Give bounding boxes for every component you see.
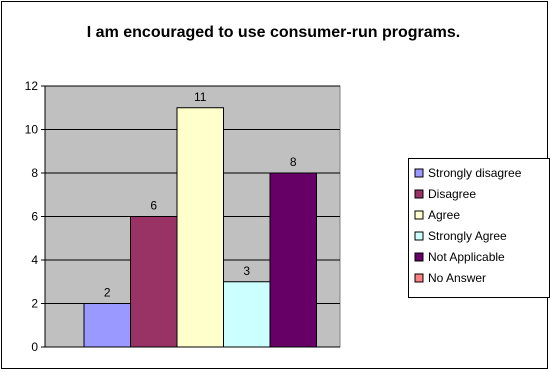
- legend-swatch: [414, 273, 424, 283]
- data-label: 11: [194, 90, 207, 104]
- data-label: 2: [104, 286, 111, 300]
- legend-label: No Answer: [428, 271, 486, 285]
- y-tick-label: 4: [31, 253, 38, 267]
- legend-swatch: [414, 189, 424, 199]
- bar: [269, 172, 317, 348]
- y-tick-label: 6: [31, 210, 38, 224]
- legend-label: Agree: [428, 208, 460, 222]
- legend-label: Strongly Agree: [428, 229, 507, 243]
- y-axis: 0 2 4 6 8 10 12: [25, 79, 340, 354]
- bars: [83, 107, 317, 348]
- legend-label: Disagree: [428, 187, 476, 201]
- legend: Strongly disagree Disagree Agree Strongly A…: [408, 158, 550, 298]
- y-tick-label: 2: [31, 297, 38, 311]
- legend-items: Strongly disagree Disagree Agree Strongly A…: [414, 166, 522, 285]
- legend-swatch: [414, 252, 424, 262]
- chart-title: I am encouraged to use consumer-run prog…: [86, 24, 461, 41]
- data-labels: 2 6 11 3 8: [104, 90, 297, 300]
- legend-swatch: [414, 210, 424, 220]
- data-label: 6: [150, 199, 157, 213]
- legend-swatch: [414, 168, 424, 178]
- y-tick-label: 0: [31, 340, 38, 354]
- bar: [83, 303, 131, 348]
- y-tick-label: 10: [25, 123, 39, 137]
- bar: [176, 107, 224, 348]
- data-label: 3: [243, 264, 250, 278]
- bar: [130, 216, 178, 348]
- bar: [223, 281, 271, 348]
- y-tick-label: 12: [25, 79, 39, 93]
- legend-swatch: [414, 231, 424, 241]
- legend-label: Strongly disagree: [428, 166, 522, 180]
- y-tick-label: 8: [31, 166, 38, 180]
- data-label: 8: [290, 155, 297, 169]
- legend-label: Not Applicable: [428, 250, 505, 264]
